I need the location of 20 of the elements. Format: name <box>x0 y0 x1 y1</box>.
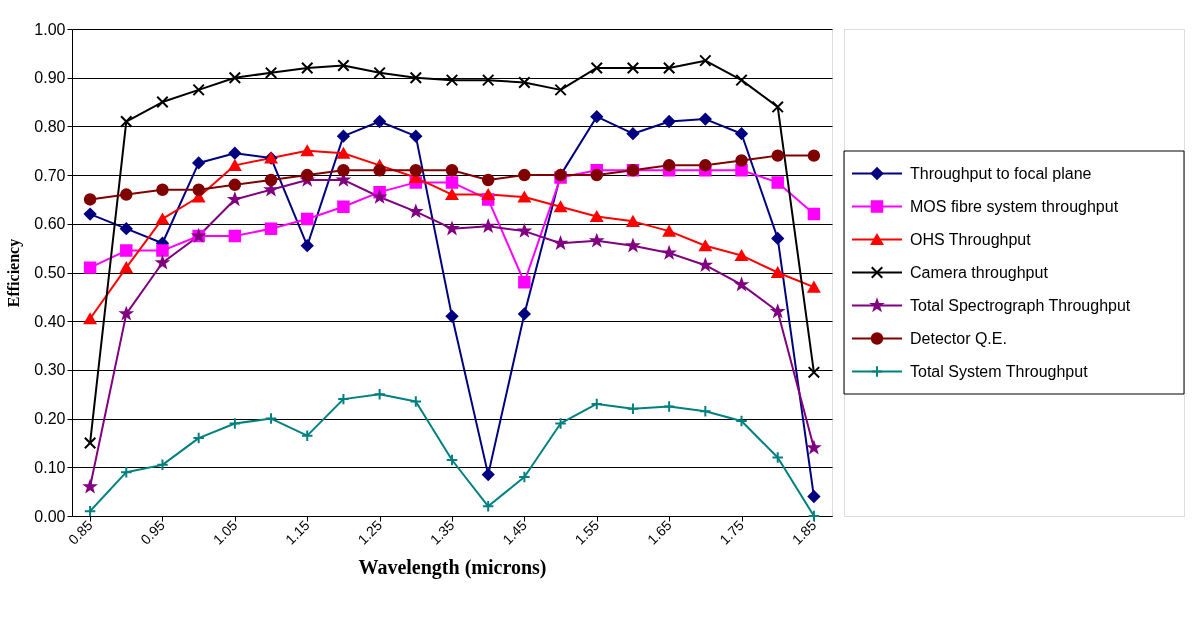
y-tick-label: 0.30 <box>34 361 66 379</box>
y-tick-label: 0.60 <box>34 215 66 233</box>
y-tick-label: 1.00 <box>34 20 66 38</box>
y-tick-label: 0.20 <box>34 410 66 428</box>
legend-label: Camera throughput <box>910 263 1049 281</box>
y-tick-label: 0.50 <box>34 264 66 281</box>
legend-label: Detector Q.E. <box>910 329 1007 347</box>
y-tick-label: 0.40 <box>34 312 66 330</box>
x-axis-title: Wavelength (microns) <box>358 555 547 579</box>
y-axis-title: Efficiency <box>5 238 24 308</box>
legend-label: Throughput to focal plane <box>910 164 1092 182</box>
legend-label: Total System Throughput <box>910 362 1089 380</box>
legend-label: Total Spectrograph Throughput <box>910 296 1131 314</box>
legend-label: OHS Throughput <box>910 230 1032 248</box>
y-tick-label: 0.10 <box>34 458 66 476</box>
y-tick-label: 0.70 <box>34 166 66 184</box>
y-tick-label: 0.80 <box>34 117 66 135</box>
y-tick-label: 0.90 <box>34 69 66 87</box>
legend-label: MOS fibre system throughput <box>910 197 1119 215</box>
y-tick-label: 0.00 <box>34 507 66 525</box>
